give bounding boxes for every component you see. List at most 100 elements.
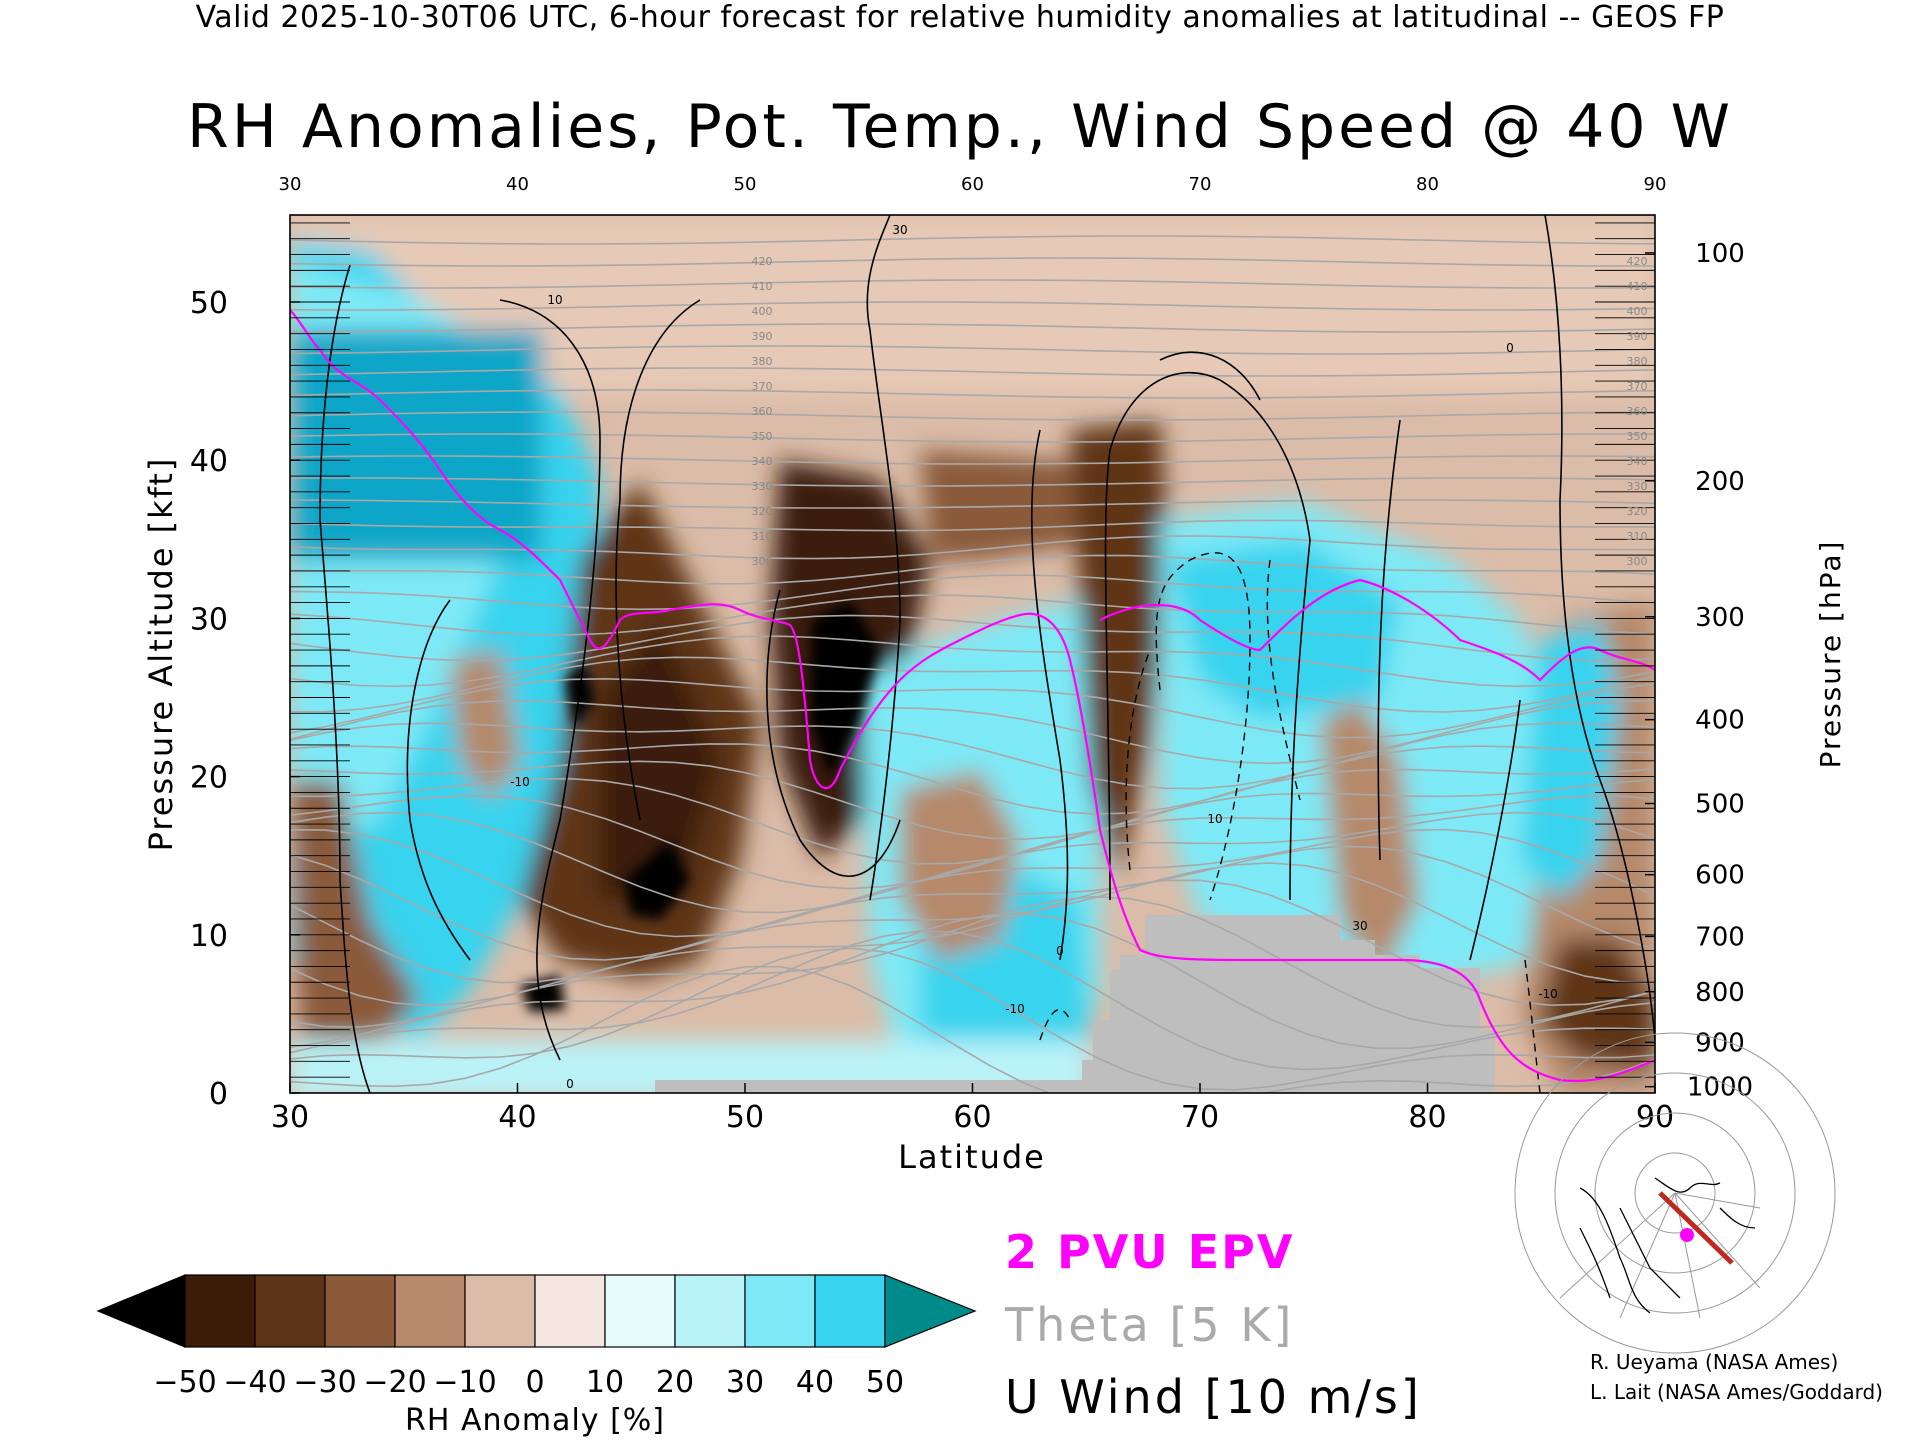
theta-contour-line [290, 499, 1655, 509]
x-top-tick-label: 90 [1644, 174, 1667, 195]
y-right-tick-label: 1000 [1687, 1073, 1753, 1103]
theta-contour-line [290, 828, 1655, 938]
theta-contour-line [290, 257, 1655, 267]
theta-contour-line [290, 722, 1655, 790]
y-right-tick-label: 600 [1695, 861, 1745, 891]
y-right-tick-label: 700 [1695, 922, 1745, 952]
y-left-tick-label: 40 [190, 444, 228, 479]
theta-contour-line [290, 895, 1655, 1029]
colorbar-lower-extension [96, 1274, 186, 1348]
theta-contour-line [290, 519, 1655, 532]
theta-contour-line [290, 345, 1655, 355]
theta-contour-line [290, 743, 1655, 815]
chart-title: RH Anomalies, Pot. Temp., Wind Speed @ 4… [187, 92, 1733, 162]
colorbar-tick-label: 50 [866, 1365, 904, 1400]
theta-contour-label: 350 [1627, 430, 1648, 443]
x-top-tick-label: 40 [506, 174, 529, 195]
theta-contour-line [290, 594, 1655, 636]
theta-contour-line [290, 794, 1655, 890]
theta-contour-label: 380 [1627, 355, 1648, 368]
colorbar-cell [674, 1274, 746, 1348]
legend-theta: Theta [5 K] [1005, 1298, 1295, 1352]
theta-contour-line [290, 389, 1655, 399]
colorbar-cell [254, 1274, 326, 1348]
x-axis-label: Latitude [898, 1138, 1046, 1176]
x-top-tick-label: 30 [279, 174, 302, 195]
wind-contour-label: -10 [1005, 1002, 1025, 1016]
y-axis-right-ticks: 100 200 300 400 500 600 700 800 900 1000 [1595, 222, 1753, 1103]
theta-contour-line [290, 367, 1655, 377]
theta-contour-label: 410 [752, 280, 773, 293]
wind-contour-label: 10 [547, 293, 562, 307]
theta-contour-label: 360 [752, 405, 773, 418]
wind-contour-label: 0 [1056, 944, 1064, 958]
colorbar-cell [464, 1274, 536, 1348]
wind-contour-label: -10 [1538, 987, 1558, 1001]
theta-contour-label: 420 [1627, 255, 1648, 268]
colorbar-tick-label: 10 [586, 1365, 624, 1400]
wind-contour-label: -10 [510, 775, 530, 789]
theta-contour-line [290, 656, 1655, 713]
colorbar-cell [744, 1274, 816, 1348]
colorbar-cell [604, 1274, 676, 1348]
epv-2pvu-contour [290, 309, 1655, 1082]
theta-contour-line [290, 777, 1655, 865]
theta-contour-line [290, 635, 1655, 688]
wind-contour-label: 10 [1207, 812, 1222, 826]
theta-contour-line [290, 845, 1655, 961]
theta-contour-line [290, 535, 1655, 560]
x-tick-label: 90 [1636, 1100, 1674, 1135]
y-right-tick-label: 400 [1695, 706, 1745, 736]
theta-contour-label: 340 [1627, 455, 1648, 468]
colorbar-cell [324, 1274, 396, 1348]
theta-contour-line [290, 235, 1655, 245]
colorbar-tick-label: −40 [223, 1365, 286, 1400]
colorbar-cell [814, 1274, 886, 1348]
x-axis-ticks: 30 40 50 60 70 80 90 [271, 1083, 1674, 1135]
theta-contour-label: 300 [752, 555, 773, 568]
location-dot [1680, 1228, 1694, 1242]
colorbar-cell [184, 1274, 256, 1348]
y-right-tick-label: 800 [1695, 978, 1745, 1008]
y-axis-right-label: Pressure [hPa] [1814, 540, 1847, 769]
theta-contour-line [290, 760, 1655, 841]
legend-epv: 2 PVU EPV [1005, 1225, 1295, 1279]
theta-contour-line [290, 700, 1655, 765]
theta-contours [290, 235, 1655, 1093]
colorbar-upper-extension [884, 1274, 977, 1348]
y-right-tick-label: 100 [1695, 239, 1745, 269]
y-left-tick-label: 30 [190, 602, 228, 637]
y-right-tick-label: 900 [1695, 1028, 1745, 1058]
theta-contour-label: 320 [752, 505, 773, 518]
wind-contour-label: 0 [1506, 341, 1514, 355]
x-axis-top-ticks: 30 40 50 60 70 80 90 [279, 174, 1667, 195]
x-tick-label: 60 [953, 1100, 991, 1135]
colorbar-tick-label: −10 [433, 1365, 496, 1400]
y-left-tick-label: 20 [190, 761, 228, 796]
theta-contour-label: 370 [1627, 380, 1648, 393]
u-wind-negative-contours [1039, 552, 1541, 1093]
theta-contour-line [290, 455, 1655, 465]
colorbar-cell [534, 1274, 606, 1348]
theta-contour-label: 330 [1627, 480, 1648, 493]
x-top-tick-label: 80 [1416, 174, 1439, 195]
theta-contour-line [290, 411, 1655, 421]
theta-contour-label: 400 [752, 305, 773, 318]
credit-2: L. Lait (NASA Ames/Goddard) [1590, 1380, 1883, 1404]
x-top-tick-label: 50 [734, 174, 757, 195]
theta-contour-label: 310 [752, 530, 773, 543]
colorbar-tick-label: −20 [363, 1365, 426, 1400]
legend-uwind: U Wind [10 m/s] [1005, 1370, 1422, 1424]
theta-contour-line [290, 930, 1655, 1071]
theta-contour-label: 410 [1627, 280, 1648, 293]
theta-contour-label: 350 [752, 430, 773, 443]
wind-contour-label: 30 [1352, 919, 1367, 933]
theta-contour-label: 360 [1627, 405, 1648, 418]
theta-contour-label: 300 [1627, 555, 1648, 568]
theta-contour-label: 390 [1627, 330, 1648, 343]
theta-contour-label: 370 [752, 380, 773, 393]
colorbar-tick-label: −30 [293, 1365, 356, 1400]
x-top-tick-label: 70 [1189, 174, 1212, 195]
theta-contour-line [290, 323, 1655, 333]
